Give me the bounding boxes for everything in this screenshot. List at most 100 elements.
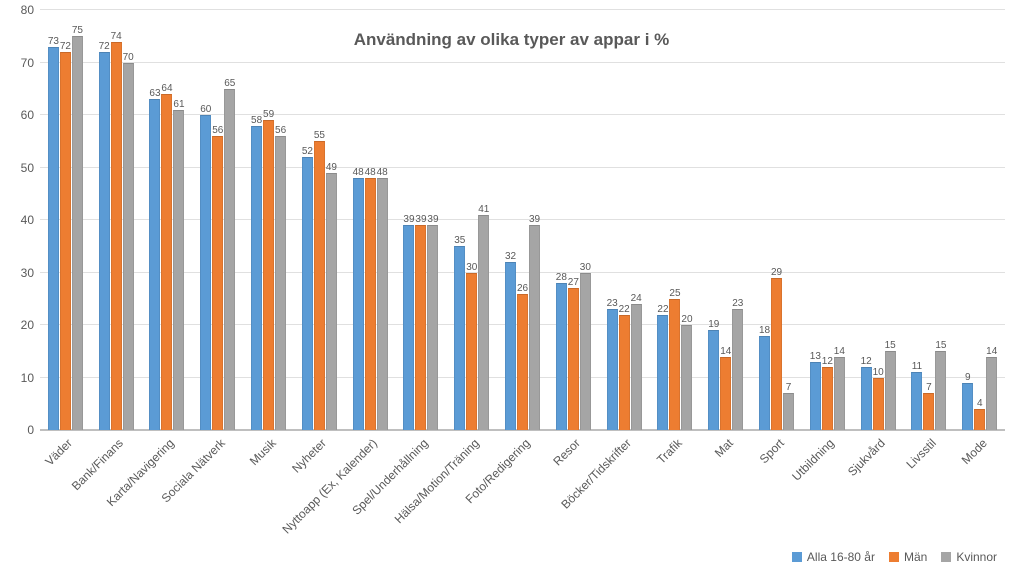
bar-group: 605665 xyxy=(192,10,243,430)
bar-value-label: 48 xyxy=(353,167,364,179)
x-tick-label: Livsstil xyxy=(903,436,938,471)
x-label-cell: Sociala Nätverk xyxy=(192,430,243,530)
bar: 56 xyxy=(212,136,223,430)
bar-group: 737275 xyxy=(40,10,91,430)
bar-group: 636461 xyxy=(142,10,193,430)
bar: 58 xyxy=(251,126,262,431)
bar-value-label: 15 xyxy=(935,340,946,352)
bar: 35 xyxy=(454,246,465,430)
x-label-cell: Sjukvård xyxy=(853,430,904,530)
bar: 20 xyxy=(681,325,692,430)
bar: 70 xyxy=(123,63,134,431)
bar-value-label: 11 xyxy=(912,361,922,373)
bar-value-label: 72 xyxy=(99,41,110,53)
bar-value-label: 22 xyxy=(619,304,630,316)
bar-value-label: 70 xyxy=(123,52,134,64)
bar-group: 232224 xyxy=(599,10,650,430)
legend-label: Alla 16-80 år xyxy=(807,550,875,564)
bar-group: 525549 xyxy=(294,10,345,430)
bar: 15 xyxy=(885,351,896,430)
bar-value-label: 30 xyxy=(466,262,477,274)
bar-group: 222520 xyxy=(650,10,701,430)
bar: 29 xyxy=(771,278,782,430)
bar: 72 xyxy=(60,52,71,430)
y-tick-label: 70 xyxy=(21,56,40,70)
bar: 22 xyxy=(619,315,630,431)
bar: 32 xyxy=(505,262,516,430)
bar-value-label: 39 xyxy=(415,214,426,226)
bar-value-label: 52 xyxy=(302,146,313,158)
bar: 28 xyxy=(556,283,567,430)
bar: 14 xyxy=(720,357,731,431)
bar-value-label: 60 xyxy=(200,104,211,116)
legend-item: Alla 16-80 år xyxy=(792,550,875,564)
bar-value-label: 73 xyxy=(48,36,59,48)
bar: 18 xyxy=(759,336,770,431)
x-axis-labels: VäderBank/FinansKarta/NavigeringSociala … xyxy=(40,430,1005,530)
bar: 73 xyxy=(48,47,59,430)
plot-area: 01020304050607080 7372757274706364616056… xyxy=(40,10,1005,431)
bar-value-label: 14 xyxy=(986,346,997,358)
bar-value-label: 39 xyxy=(427,214,438,226)
bar-value-label: 41 xyxy=(478,204,489,216)
bar-value-label: 26 xyxy=(517,283,528,295)
bar: 49 xyxy=(326,173,337,430)
x-tick-label: Mat xyxy=(712,436,736,460)
bar-value-label: 14 xyxy=(834,346,845,358)
bar-value-label: 39 xyxy=(529,214,540,226)
bar-value-label: 27 xyxy=(568,277,579,289)
bar-value-label: 48 xyxy=(365,167,376,179)
bar: 75 xyxy=(72,36,83,430)
y-tick-label: 40 xyxy=(21,213,40,227)
bar-value-label: 65 xyxy=(224,78,235,90)
bar-value-label: 13 xyxy=(810,351,821,363)
y-tick-label: 80 xyxy=(21,3,40,17)
bar-group: 353041 xyxy=(446,10,497,430)
bar: 10 xyxy=(873,378,884,431)
bar: 23 xyxy=(732,309,743,430)
x-label-cell: Utbildning xyxy=(802,430,853,530)
bar: 30 xyxy=(580,273,591,431)
bar-value-label: 35 xyxy=(454,235,465,247)
y-tick-label: 60 xyxy=(21,108,40,122)
x-label-cell: Sport xyxy=(751,430,802,530)
bar-value-label: 72 xyxy=(60,41,71,53)
bar: 61 xyxy=(173,110,184,430)
x-tick-label: Väder xyxy=(43,436,76,469)
bar-group: 3226 39 xyxy=(497,10,548,430)
bar-value-label: 39 xyxy=(403,214,414,226)
bar: 30 xyxy=(466,273,477,431)
bar-value-label: 12 xyxy=(822,356,833,368)
bar-value-label: 20 xyxy=(681,314,692,326)
bar: 14 xyxy=(834,357,845,431)
bar: 25 xyxy=(669,299,680,430)
x-label-cell: Mode xyxy=(954,430,1005,530)
bar-group: 282730 xyxy=(548,10,599,430)
bar: 74 xyxy=(111,42,122,431)
bar: 11 xyxy=(911,372,922,430)
bar-value-label: 56 xyxy=(212,125,223,137)
bar: 72 xyxy=(99,52,110,430)
bar-value-label: 28 xyxy=(556,272,567,284)
bar: 41 xyxy=(478,215,489,430)
bar: 19 xyxy=(708,330,719,430)
y-tick-label: 10 xyxy=(21,371,40,385)
bar-value-label: 56 xyxy=(275,125,286,137)
bar-group: 1829 7 xyxy=(751,10,802,430)
bar-value-label: 30 xyxy=(580,262,591,274)
legend-label: Kvinnor xyxy=(956,550,997,564)
bar-group: 393939 xyxy=(396,10,447,430)
x-label-cell: Foto/Redigering xyxy=(497,430,548,530)
bar: 22 xyxy=(657,315,668,431)
bar: 48 xyxy=(365,178,376,430)
bar: 52 xyxy=(302,157,313,430)
bar-value-label: 22 xyxy=(657,304,668,316)
bar-value-label: 7 xyxy=(786,382,792,394)
bar-value-label: 23 xyxy=(607,298,618,310)
bar-value-label: 7 xyxy=(926,382,932,394)
bar-value-label: 55 xyxy=(314,130,325,142)
bar-value-label: 10 xyxy=(873,367,884,379)
legend: Alla 16-80 årMänKvinnor xyxy=(784,546,1005,568)
bar-value-label: 74 xyxy=(111,31,122,43)
y-tick-label: 20 xyxy=(21,318,40,332)
